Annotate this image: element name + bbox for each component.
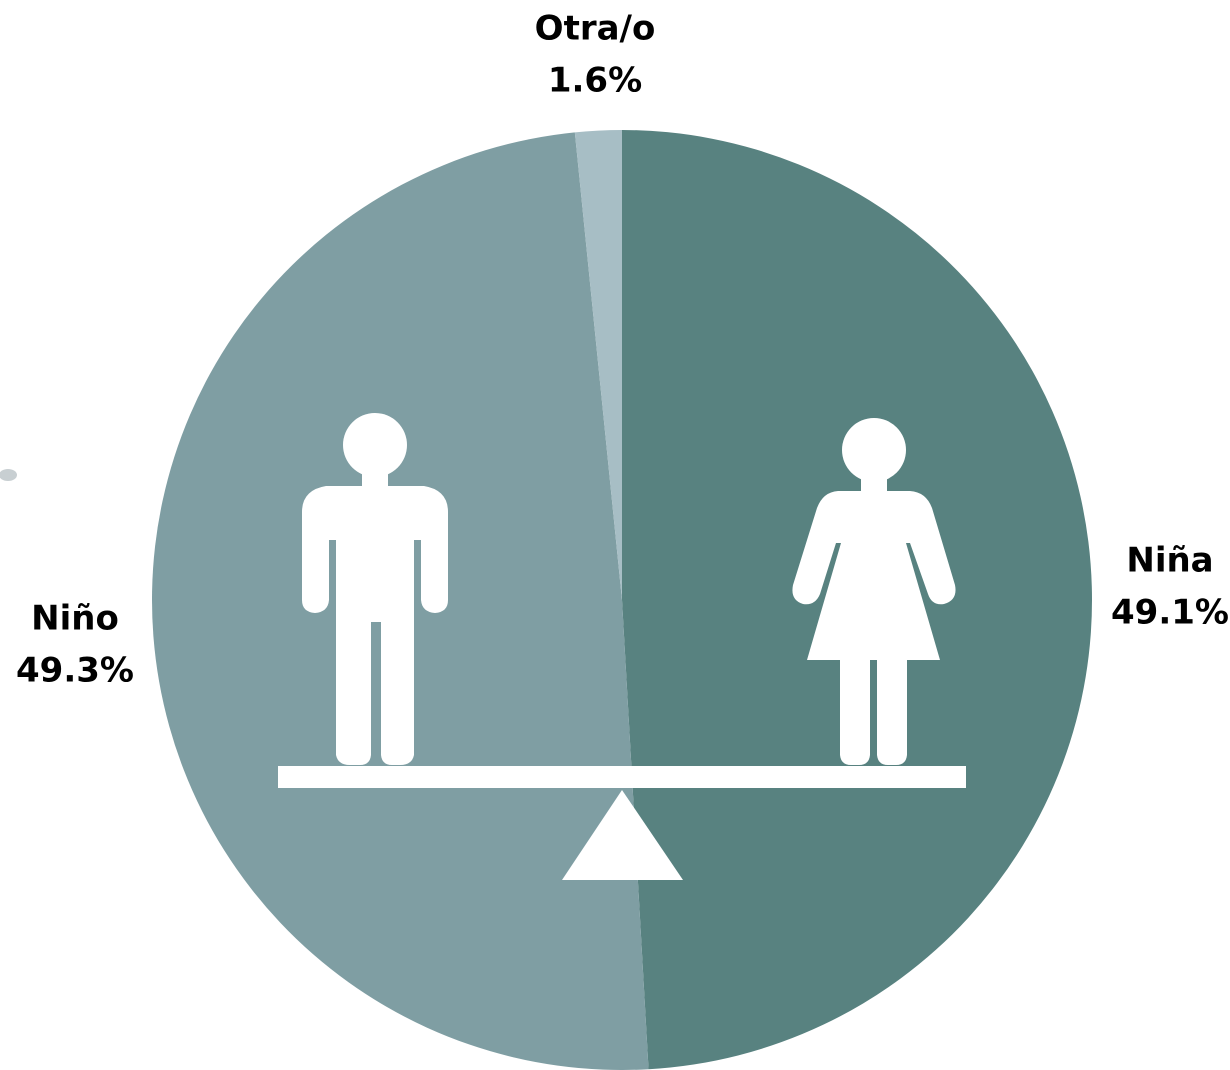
icons xyxy=(278,413,966,880)
slice-value-label: 1.6% xyxy=(548,61,642,101)
slice-value-label: 49.3% xyxy=(16,651,134,691)
woman-body xyxy=(792,491,956,765)
seesaw-pivot xyxy=(562,790,683,880)
woman-head xyxy=(842,418,906,482)
slice-label: Otra/o xyxy=(535,9,656,49)
decoration xyxy=(0,469,17,481)
woman-neck xyxy=(861,474,887,494)
slice-label: Niño xyxy=(31,599,119,639)
man-neck xyxy=(362,470,388,490)
pie-slice xyxy=(574,130,622,600)
slice-value-label: 49.1% xyxy=(1111,593,1229,633)
man-body xyxy=(302,486,448,765)
slice-label: Niña xyxy=(1126,541,1213,581)
man-head xyxy=(343,413,407,477)
seesaw-bar xyxy=(278,766,966,788)
